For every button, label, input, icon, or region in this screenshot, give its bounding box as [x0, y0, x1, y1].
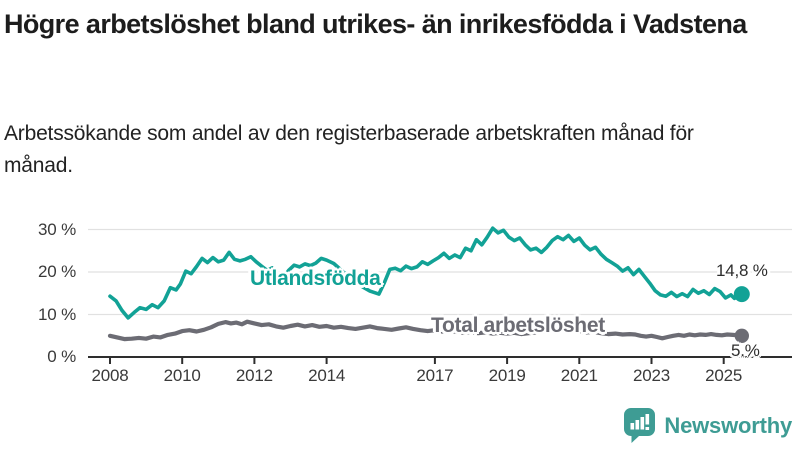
newsworthy-wordmark: Newsworthy	[664, 412, 792, 438]
y-tick-label-20: 20 %	[38, 262, 76, 281]
end-value-label-total: 5.%	[731, 341, 760, 360]
y-tick-label-30: 30 %	[38, 219, 76, 239]
x-tick-label-2019: 2019	[488, 366, 526, 385]
y-tick-label-0: 0 %	[47, 347, 76, 366]
x-tick-label-2014: 2014	[308, 366, 346, 385]
x-tick-label-2012: 2012	[235, 366, 273, 385]
x-tick-label-2025: 2025	[705, 366, 743, 385]
x-tick-label-2017: 2017	[416, 366, 454, 385]
series-line-utlandsfodda	[108, 226, 744, 320]
newsworthy-icon	[624, 408, 656, 443]
newsworthy-logo: Newsworthy	[624, 408, 792, 443]
x-tick-label-2010: 2010	[163, 366, 201, 385]
series-line-total	[107, 319, 744, 342]
x-tick-label-2023: 2023	[632, 366, 671, 385]
page-title: Högre arbetslöshet bland utrikes- än inr…	[4, 9, 747, 39]
y-tick-label-10: 10 %	[38, 304, 76, 324]
page-subtitle: Arbetssökande som andel av den registerb…	[4, 122, 694, 177]
series-label-utlandsfodda: Utlandsfödda	[250, 267, 381, 290]
series-label-total-arbetsloshet: Total arbetslöshet	[431, 314, 605, 337]
end-dot-utlandsfodda	[733, 286, 750, 303]
x-tick-label-2008: 2008	[91, 366, 129, 385]
x-tick-label-2021: 2021	[560, 366, 598, 385]
end-value-label-utlandsfodda: 14,8 %	[716, 261, 768, 280]
